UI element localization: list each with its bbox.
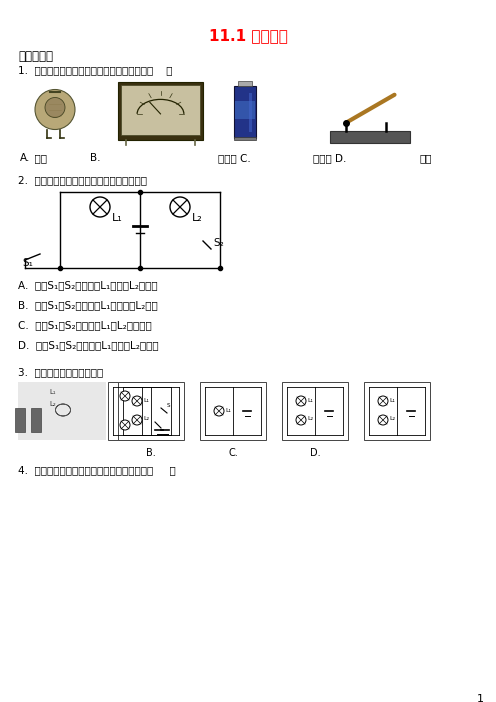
Text: L₁: L₁ <box>225 407 231 413</box>
Text: A.: A. <box>108 407 118 417</box>
Text: 1.  如图所示的电路元器件，属于用电器的是（    ）: 1. 如图所示的电路元器件，属于用电器的是（ ） <box>18 65 173 75</box>
Text: B.: B. <box>146 448 156 458</box>
Circle shape <box>296 415 306 425</box>
Text: 1: 1 <box>477 694 484 702</box>
Text: S₁: S₁ <box>22 258 33 268</box>
Text: L₂: L₂ <box>192 213 203 223</box>
Circle shape <box>120 391 130 401</box>
Text: S: S <box>162 418 166 423</box>
Text: B.  开关S₁、S₂都闭合，L₁不发光，L₂发光: B. 开关S₁、S₂都闭合，L₁不发光，L₂发光 <box>18 300 158 310</box>
Text: L₁: L₁ <box>307 397 313 402</box>
Bar <box>235 101 255 119</box>
Text: 2.  在如图所示的电路中，说法正确的是（）: 2. 在如图所示的电路中，说法正确的是（） <box>18 175 147 185</box>
Circle shape <box>214 406 224 416</box>
Text: B.: B. <box>90 153 101 163</box>
Bar <box>249 93 251 133</box>
Text: L₁: L₁ <box>389 397 395 402</box>
Bar <box>15 408 25 432</box>
Bar <box>118 382 184 440</box>
Bar <box>200 382 266 440</box>
Circle shape <box>378 396 388 406</box>
Text: S: S <box>167 403 171 408</box>
Bar <box>108 382 176 440</box>
Circle shape <box>132 396 142 406</box>
Text: L₁: L₁ <box>112 213 123 223</box>
Text: C.: C. <box>228 448 238 458</box>
Text: S₂: S₂ <box>213 238 224 248</box>
Text: A.  开关S₁、S₂都闭合，L₁发光，L₂不发光: A. 开关S₁、S₂都闭合，L₁发光，L₂不发光 <box>18 280 158 290</box>
Circle shape <box>120 420 130 430</box>
Text: 电压表 C.: 电压表 C. <box>218 153 251 163</box>
Circle shape <box>45 98 65 117</box>
Text: L₁: L₁ <box>131 394 137 399</box>
Bar <box>282 382 348 440</box>
Bar <box>234 86 256 138</box>
Bar <box>31 408 41 432</box>
Text: L₁: L₁ <box>143 397 149 402</box>
Text: L₂: L₂ <box>389 416 395 421</box>
Text: L₂: L₂ <box>143 416 149 421</box>
Text: L₁: L₁ <box>50 389 57 395</box>
Circle shape <box>132 415 142 425</box>
Text: 开关: 开关 <box>420 153 433 163</box>
Text: L₂: L₂ <box>131 423 137 428</box>
Text: C.  开关S₁、S₂都断开，L₁、L₂都不发光: C. 开关S₁、S₂都断开，L₁、L₂都不发光 <box>18 320 152 330</box>
Bar <box>18 382 106 440</box>
Text: A.: A. <box>20 153 30 163</box>
Bar <box>234 137 256 140</box>
Circle shape <box>378 415 388 425</box>
Bar <box>121 85 200 135</box>
Text: 电铃: 电铃 <box>28 153 47 163</box>
Circle shape <box>296 396 306 406</box>
Text: 4.  如图所示，下列电路正处于短路状态的是（     ）: 4. 如图所示，下列电路正处于短路状态的是（ ） <box>18 465 176 475</box>
Circle shape <box>90 197 110 217</box>
Circle shape <box>35 89 75 129</box>
Text: L₂: L₂ <box>50 401 57 407</box>
Text: 一、单选题: 一、单选题 <box>18 50 53 63</box>
Text: 干电池 D.: 干电池 D. <box>313 153 346 163</box>
Bar <box>239 81 251 86</box>
Text: 3.  与实物图对应的电路图是: 3. 与实物图对应的电路图是 <box>18 367 103 377</box>
Text: D.  开关S₁、S₂都断开，L₁发光，L₂不发光: D. 开关S₁、S₂都断开，L₁发光，L₂不发光 <box>18 340 159 350</box>
Bar <box>118 82 203 140</box>
Text: D.: D. <box>310 448 320 458</box>
Bar <box>330 131 410 143</box>
Text: 11.1 认识电路: 11.1 认识电路 <box>208 28 288 43</box>
Bar <box>364 382 430 440</box>
Text: L₂: L₂ <box>307 416 313 421</box>
Circle shape <box>170 197 190 217</box>
